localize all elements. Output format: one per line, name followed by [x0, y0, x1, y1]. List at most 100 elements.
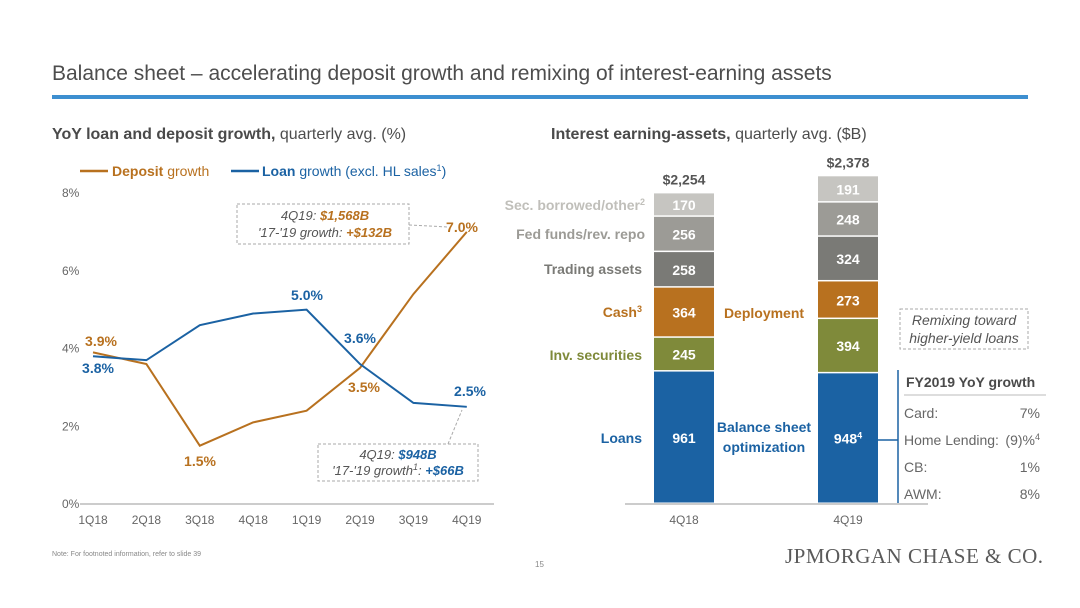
right-header-bold: Interest earning-assets,: [551, 126, 731, 143]
growth-row-value: 1%: [1020, 459, 1040, 475]
segment-value-label: 9484: [834, 431, 862, 447]
segment-value-label: 170: [672, 197, 696, 213]
title-rule: [52, 95, 1028, 99]
line-data-labels: 3.9% 1.5% 3.5% 7.0% 3.8% 5.0% 3.6% 2.5%: [82, 219, 486, 469]
y-tick-label: 8%: [62, 186, 80, 200]
bar-x-tick-label: 4Q18: [669, 513, 699, 527]
deposit-callout-connector: [408, 224, 449, 228]
series-label-sec-sup: 2: [640, 197, 645, 207]
loan-callout-l2-italic: '17-'19 growth: [332, 463, 413, 478]
series-label-sec: Sec. borrowed/other2: [505, 197, 645, 213]
remix-callout-box: [899, 308, 1029, 350]
y-tick-label: 0%: [62, 497, 80, 511]
growth-row-label: CB:: [904, 459, 927, 475]
bar-segment-trading-assets: [818, 236, 878, 280]
segment-value-label: 961: [672, 430, 696, 446]
x-tick-label: 3Q18: [185, 513, 215, 527]
loan-data-label: 2.5%: [454, 383, 486, 399]
bar-segment-inv-securities: [818, 319, 878, 372]
left-header-bold: YoY loan and deposit growth,: [52, 126, 276, 143]
legend-loan-bold: Loan: [262, 163, 295, 179]
series-label-fed: Fed funds/rev. repo: [516, 226, 645, 242]
bar-segment-sec-borrowed: [818, 176, 878, 202]
loan-callout-box: [317, 443, 479, 482]
x-tick-label: 4Q19: [452, 513, 482, 527]
bar-segment-trading-assets: [654, 252, 714, 287]
deployment-label: Deployment: [724, 305, 804, 321]
footnote: Note: For footnoted information, refer t…: [52, 551, 202, 558]
loan-callout-line2: '17-'19 growth1: +$66B: [332, 462, 464, 478]
series-label-inv: Inv. securities: [550, 347, 643, 363]
y-tick-label: 6%: [62, 264, 80, 278]
remix-line1: Remixing toward: [912, 312, 1017, 328]
loan-growth-line: [92, 308, 467, 408]
growth-row-label: Card:: [904, 405, 938, 421]
segment-value-sup: 4: [857, 431, 862, 441]
right-header-normal: quarterly avg. ($B): [730, 126, 867, 143]
deposit-callout-l2-italic: '17-'19 growth:: [258, 225, 343, 240]
bar-segment-sec-borrowed: [654, 193, 714, 216]
deposit-data-label: 7.0%: [446, 219, 478, 235]
deposit-data-label: 3.5%: [348, 379, 380, 395]
legend-deposit-rest: growth: [163, 163, 209, 179]
series-label-loans: Loans: [601, 430, 642, 446]
series-label-cash-text: Cash: [603, 304, 637, 320]
legend-loan-sup: 1: [437, 163, 442, 173]
legend-loan-rest: growth (excl. HL sales: [295, 163, 436, 179]
x-tick-label: 2Q18: [132, 513, 162, 527]
bar-segment-inv-securities: [654, 337, 714, 371]
deposit-data-label: 1.5%: [184, 453, 216, 469]
segment-value-label: 258: [672, 262, 696, 278]
x-tick-label: 4Q18: [239, 513, 269, 527]
segment-value-label: 256: [672, 226, 696, 242]
growth-table-title: FY2019 YoY growth: [906, 374, 1035, 390]
legend-deposit: Deposit growth: [112, 163, 209, 179]
deposit-callout-line1: 4Q19: $1,568B: [281, 208, 369, 223]
right-chart-header: Interest earning-assets, quarterly avg. …: [551, 126, 867, 144]
bar-x-tick-labels: 4Q18 4Q19: [669, 513, 863, 527]
segment-value-label: 394: [836, 338, 860, 354]
bar-segment-fed-funds: [654, 216, 714, 251]
y-tick-label: 4%: [62, 342, 80, 356]
bar-segment-cash: [818, 281, 878, 318]
growth-row-sup: 4: [1035, 432, 1040, 442]
segment-labels: 961 245 364 258 256 170 9484 394 273 324 248 191: [672, 181, 862, 446]
slide-title: Balance sheet – accelerating deposit gro…: [52, 62, 832, 85]
segment-value-label: 364: [672, 305, 696, 321]
deposit-callout-l1-bold: $1,568B: [316, 208, 369, 223]
bar-segment-loans: [654, 371, 714, 503]
bar-segment-fed-funds: [818, 202, 878, 236]
company-logo: JPMORGAN CHASE & CO.: [785, 544, 1044, 568]
loan-callout-l1-bold: $948B: [395, 447, 437, 462]
loan-callout-line1: 4Q19: $948B: [359, 447, 436, 462]
series-label-cash: Cash3: [603, 304, 642, 320]
x-tick-label: 1Q19: [292, 513, 322, 527]
bar-x-tick-label: 4Q19: [833, 513, 863, 527]
deposit-growth-line: [92, 231, 468, 447]
x-tick-label: 3Q19: [399, 513, 429, 527]
series-label-trading: Trading assets: [544, 261, 642, 277]
deposit-callout-l2-bold: +$132B: [342, 225, 392, 240]
x-tick-label: 1Q18: [78, 513, 108, 527]
stacked-bars: [654, 176, 878, 503]
bso-label-line2: optimization: [723, 439, 805, 455]
bar-total-label: $2,254: [663, 171, 706, 187]
left-header-normal: quarterly avg. (%): [275, 126, 407, 143]
bar-segment-loans: [818, 373, 878, 503]
x-tick-label: 2Q19: [345, 513, 375, 527]
legend-deposit-bold: Deposit: [112, 163, 164, 179]
deposit-data-label: 3.9%: [85, 333, 117, 349]
segment-value-label: 273: [836, 292, 860, 308]
page-number: 15: [535, 560, 544, 569]
bar-segment-cash: [654, 287, 714, 337]
series-label-sec-text: Sec. borrowed/other: [505, 197, 641, 213]
remix-line2: higher-yield loans: [909, 330, 1018, 346]
loan-callout-l1-italic: 4Q19:: [359, 447, 395, 462]
segment-value-label: 245: [672, 347, 696, 363]
segment-value-label: 248: [836, 212, 860, 228]
loan-callout-connector: [447, 409, 463, 445]
loan-data-label: 3.6%: [344, 330, 376, 346]
loan-callout-l2-colon: :: [418, 463, 422, 478]
growth-row-label: Home Lending:: [904, 432, 999, 448]
